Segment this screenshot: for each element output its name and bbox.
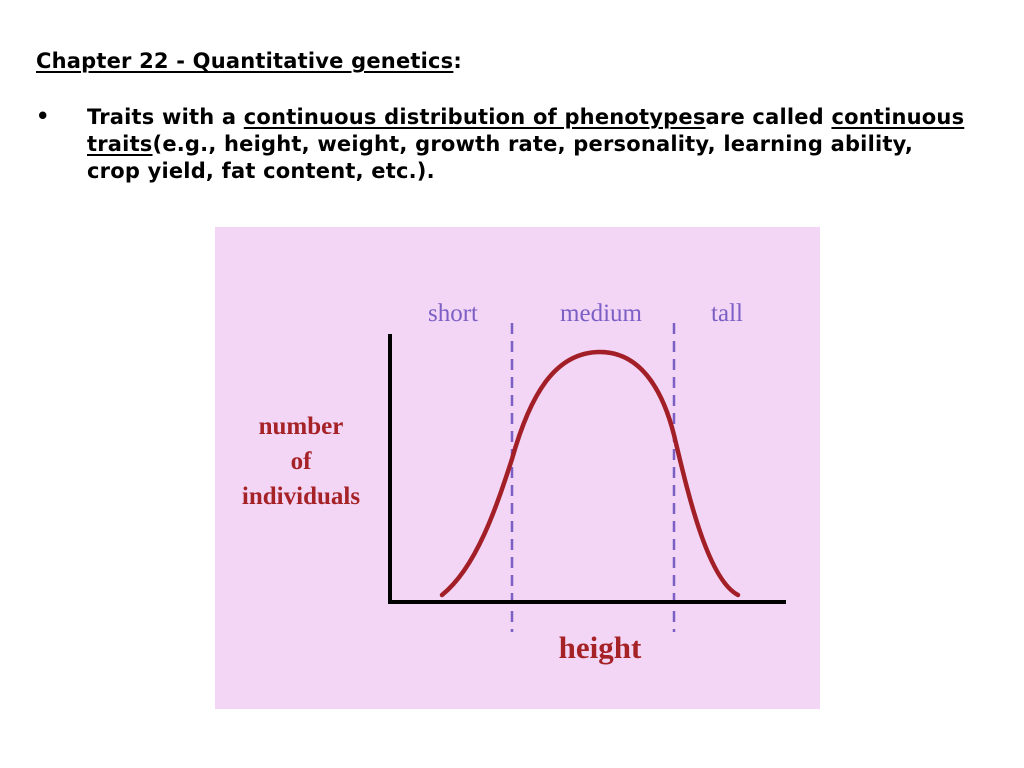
figure-background	[215, 227, 820, 709]
term-continuous-distribution: continuous distribution of phenotypes	[243, 105, 706, 129]
category-label-tall: tall	[711, 300, 743, 327]
bullet-dot: •	[36, 104, 50, 128]
heading-colon: :	[453, 49, 462, 73]
category-label-short: short	[428, 300, 478, 327]
bullet-part-2: are called	[705, 105, 832, 129]
heading-title: Chapter 22 - Quantitative genetics	[36, 49, 454, 73]
bullet-part-1: Traits with a	[87, 105, 244, 129]
slide-heading: Chapter 22 - Quantitative genetics:	[36, 49, 462, 73]
y-axis-label-line-2: of	[291, 448, 313, 475]
bullet-part-3: (e.g., height, weight, growth rate, pers…	[87, 132, 914, 183]
y-axis-label-line-3: individuals	[242, 483, 360, 510]
y-axis-label-line-1: number	[259, 413, 344, 440]
distribution-chart: short medium tall number of individuals …	[215, 227, 820, 709]
term-continuous-traits: continuous traits	[87, 105, 965, 156]
distribution-figure: short medium tall number of individuals …	[215, 227, 820, 709]
x-axis-label: height	[559, 630, 642, 665]
distribution-curve	[439, 349, 741, 598]
bullet-text: Traits with a continuous distribution of…	[87, 104, 967, 185]
category-label-medium: medium	[560, 300, 642, 327]
